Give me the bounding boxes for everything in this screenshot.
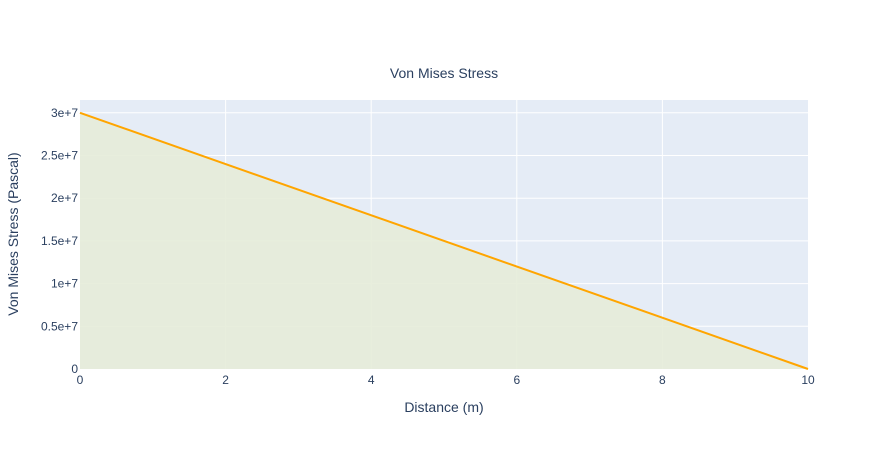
series-line bbox=[79, 111, 809, 370]
y-tick-label: 2e+7 bbox=[51, 191, 78, 205]
y-tick-label: 1e+7 bbox=[51, 277, 78, 291]
chart-title: Von Mises Stress bbox=[390, 65, 498, 81]
x-axis-title: Distance (m) bbox=[404, 399, 483, 415]
y-tick-label: 2.5e+7 bbox=[41, 149, 78, 163]
x-tick-label: 4 bbox=[368, 373, 375, 387]
y-axis-title: Von Mises Stress (Pascal) bbox=[5, 152, 21, 315]
y-tick-label: 1.5e+7 bbox=[41, 234, 78, 248]
x-tick-label: 10 bbox=[801, 373, 815, 387]
y-tick-label: 3e+7 bbox=[51, 106, 78, 120]
series-layer bbox=[79, 111, 809, 370]
y-tick-label: 0 bbox=[71, 362, 78, 376]
y-tick-label: 0.5e+7 bbox=[41, 319, 78, 333]
x-tick-label: 2 bbox=[222, 373, 229, 387]
x-tick-label: 0 bbox=[77, 373, 84, 387]
tick-layer: 0 2 4 6 8 10 0 0.5e+7 1e+7 1.5e+7 2e+7 2.5e+7 3e+7 bbox=[41, 106, 815, 387]
x-tick-label: 6 bbox=[513, 373, 520, 387]
x-tick-label: 8 bbox=[659, 373, 666, 387]
